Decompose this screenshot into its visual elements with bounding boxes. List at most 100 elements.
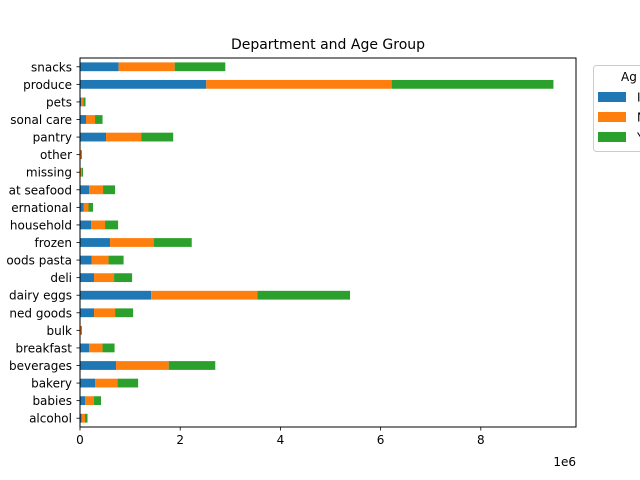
chart-title: Department and Age Group	[231, 37, 425, 53]
bar-meat-seafood-series-1	[89, 185, 104, 195]
bar-canned-goods-series-1	[94, 308, 116, 318]
bar-canned-goods-series-0	[80, 308, 95, 318]
bar-beverages-series-0	[80, 361, 117, 370]
bar-bakery-series-0	[80, 378, 96, 388]
bar-beverages-series-2	[168, 361, 216, 370]
bar-personal-care-series-2	[95, 115, 103, 124]
bar-household-series-2	[105, 220, 119, 230]
bar-breakfast-series-2	[102, 343, 115, 353]
bar-produce-series-2	[391, 79, 554, 89]
bar-produce-series-0	[80, 79, 207, 89]
legend-label: Y	[636, 131, 640, 145]
bar-frozen-series-1	[110, 238, 154, 247]
y-tick-label: bakery	[31, 377, 72, 391]
y-tick-label: household	[10, 218, 72, 232]
x-tick-label: 0	[76, 433, 84, 447]
bar-frozen-series-2	[153, 238, 192, 247]
bar-international-series-0	[80, 202, 84, 212]
bar-produce-series-1	[206, 79, 392, 89]
bar-frozen-series-0	[80, 238, 111, 247]
bar-alcohol-series-2	[85, 413, 88, 423]
y-tick-label: pantry	[33, 131, 72, 145]
bar-canned-goods-series-2	[115, 308, 134, 318]
legend-swatch	[598, 92, 626, 102]
y-tick-label: babies	[32, 394, 72, 408]
bar-breakfast-series-1	[89, 343, 103, 353]
y-tick-label: alcohol	[29, 412, 72, 426]
bar-missing-series-1	[80, 167, 83, 177]
bar-deli-series-0	[80, 273, 95, 283]
y-tick-label: ned goods	[9, 306, 72, 320]
bar-bakery-series-1	[95, 378, 118, 388]
bar-dry-goods-pasta-series-0	[80, 255, 92, 265]
bar-international-series-2	[88, 202, 94, 212]
bar-breakfast-series-0	[80, 343, 90, 353]
y-tick-label: snacks	[31, 60, 72, 74]
bar-bulk-series-1	[80, 325, 82, 335]
bar-snacks-series-0	[80, 62, 119, 72]
y-tick-label: at seafood	[9, 183, 72, 197]
x-tick-label: 4	[277, 433, 285, 447]
bar-missing-series-2	[82, 167, 84, 177]
bar-international-series-1	[83, 202, 89, 212]
bar-dry-goods-pasta-series-2	[108, 255, 124, 265]
x-offset-label: 1e6	[553, 455, 576, 469]
bar-pantry-series-0	[80, 132, 107, 142]
bar-dairy-eggs-series-0	[80, 290, 152, 300]
bar-dry-goods-pasta-series-1	[91, 255, 109, 265]
bar-beverages-series-1	[116, 361, 169, 370]
y-axis: alcohol babies bakery beverages breakfast bul…	[6, 60, 80, 426]
x-tick-label: 2	[176, 433, 184, 447]
bar-alcohol-series-0	[80, 413, 82, 423]
bars-group	[80, 62, 554, 423]
legend-label: M	[637, 111, 640, 125]
bar-personal-care-series-1	[86, 115, 96, 124]
bar-babies-series-1	[85, 396, 95, 406]
bar-babies-series-2	[94, 396, 102, 406]
legend-swatch	[598, 112, 626, 122]
y-tick-label: other	[40, 148, 72, 162]
y-tick-label: dairy eggs	[9, 289, 72, 303]
bar-household-series-1	[91, 220, 106, 230]
y-tick-label: beverages	[9, 359, 72, 373]
bar-alcohol-series-1	[81, 413, 86, 423]
x-axis: 0 2 4 6 8	[76, 427, 485, 447]
y-tick-label: bulk	[46, 324, 72, 338]
bar-snacks-series-1	[118, 62, 175, 72]
bar-meat-seafood-series-0	[80, 185, 90, 195]
bar-personal-care-series-0	[80, 115, 87, 124]
bar-babies-series-0	[80, 396, 86, 406]
y-tick-label: sonal care	[10, 113, 72, 127]
bar-deli-series-2	[114, 273, 133, 283]
legend-frame	[593, 65, 640, 152]
bar-pantry-series-1	[106, 132, 142, 142]
bar-pets-series-0	[80, 97, 82, 107]
y-tick-label: frozen	[34, 236, 72, 250]
bar-snacks-series-2	[174, 62, 226, 72]
bar-meat-seafood-series-2	[103, 185, 116, 195]
y-tick-label: missing	[26, 166, 72, 180]
x-tick-label: 6	[377, 433, 385, 447]
bar-pets-series-1	[81, 97, 84, 107]
bar-other-series-2	[81, 150, 83, 160]
bar-pets-series-2	[83, 97, 86, 107]
bar-household-series-0	[80, 220, 92, 230]
y-tick-label: produce	[23, 78, 72, 92]
bar-dairy-eggs-series-2	[257, 290, 351, 300]
bar-dairy-eggs-series-1	[151, 290, 258, 300]
legend-swatch	[598, 132, 626, 142]
y-tick-label: deli	[50, 271, 72, 285]
legend-title: Ag	[621, 70, 637, 84]
bar-other-series-1	[80, 150, 82, 160]
legend-items: IMY	[598, 91, 640, 145]
legend-label: I	[637, 91, 640, 105]
legend: Ag IMY	[593, 65, 640, 152]
y-tick-label: pets	[46, 95, 72, 109]
y-tick-label: oods pasta	[6, 254, 72, 268]
bar-pantry-series-2	[141, 132, 174, 142]
y-tick-label: ernational	[11, 201, 72, 215]
bar-bulk-series-2	[81, 325, 83, 335]
x-tick-label: 8	[477, 433, 485, 447]
y-tick-label: breakfast	[15, 341, 72, 355]
